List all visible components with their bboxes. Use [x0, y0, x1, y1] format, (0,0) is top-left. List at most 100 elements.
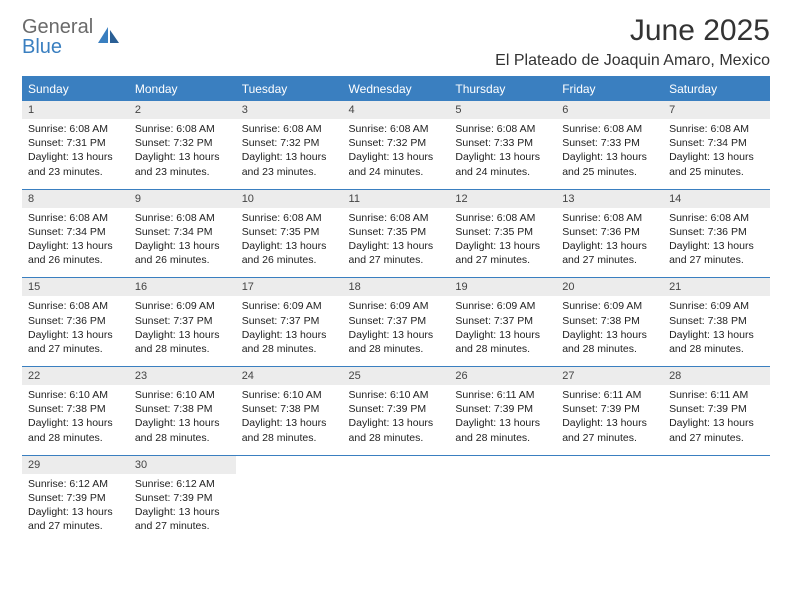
- day-number-cell: 19: [449, 278, 556, 297]
- calendar-body: 1234567Sunrise: 6:08 AMSunset: 7:31 PMDa…: [22, 101, 770, 544]
- logo-text-block: General Blue: [22, 18, 93, 58]
- day-number-cell: [343, 455, 450, 474]
- info-row: Sunrise: 6:08 AMSunset: 7:36 PMDaylight:…: [22, 296, 770, 366]
- day-info-cell: Sunrise: 6:08 AMSunset: 7:34 PMDaylight:…: [663, 119, 770, 189]
- day-info-cell: [343, 474, 450, 544]
- day-number-cell: 16: [129, 278, 236, 297]
- day-number-cell: 26: [449, 367, 556, 386]
- day-info-cell: Sunrise: 6:08 AMSunset: 7:31 PMDaylight:…: [22, 119, 129, 189]
- day-number-cell: 8: [22, 189, 129, 208]
- day-info-cell: Sunrise: 6:08 AMSunset: 7:32 PMDaylight:…: [129, 119, 236, 189]
- title-block: June 2025 El Plateado de Joaquin Amaro, …: [495, 14, 770, 70]
- weekday-header: Saturday: [663, 77, 770, 101]
- day-info-cell: Sunrise: 6:09 AMSunset: 7:37 PMDaylight:…: [343, 296, 450, 366]
- day-number-cell: 3: [236, 101, 343, 120]
- day-number-cell: 6: [556, 101, 663, 120]
- day-number-cell: 1: [22, 101, 129, 120]
- day-number-cell: 2: [129, 101, 236, 120]
- weekday-header-row: Sunday Monday Tuesday Wednesday Thursday…: [22, 77, 770, 101]
- day-number-cell: [236, 455, 343, 474]
- day-number-cell: 7: [663, 101, 770, 120]
- day-number-cell: 4: [343, 101, 450, 120]
- day-number-cell: 25: [343, 367, 450, 386]
- page-title: June 2025: [495, 14, 770, 48]
- day-info-cell: [556, 474, 663, 544]
- day-info-cell: Sunrise: 6:10 AMSunset: 7:38 PMDaylight:…: [236, 385, 343, 455]
- logo-text-general: General: [22, 16, 93, 38]
- day-number-cell: 9: [129, 189, 236, 208]
- day-info-cell: Sunrise: 6:09 AMSunset: 7:37 PMDaylight:…: [449, 296, 556, 366]
- day-number-cell: 17: [236, 278, 343, 297]
- day-info-cell: Sunrise: 6:08 AMSunset: 7:35 PMDaylight:…: [236, 208, 343, 278]
- weekday-header: Thursday: [449, 77, 556, 101]
- day-info-cell: Sunrise: 6:08 AMSunset: 7:33 PMDaylight:…: [449, 119, 556, 189]
- day-info-cell: Sunrise: 6:08 AMSunset: 7:36 PMDaylight:…: [556, 208, 663, 278]
- day-number-cell: 5: [449, 101, 556, 120]
- day-number-cell: [556, 455, 663, 474]
- day-number-cell: 30: [129, 455, 236, 474]
- day-number-cell: 28: [663, 367, 770, 386]
- day-info-cell: Sunrise: 6:08 AMSunset: 7:32 PMDaylight:…: [343, 119, 450, 189]
- day-number-cell: 12: [449, 189, 556, 208]
- day-info-cell: Sunrise: 6:12 AMSunset: 7:39 PMDaylight:…: [22, 474, 129, 544]
- page-header: General Blue June 2025 El Plateado de Jo…: [22, 14, 770, 70]
- day-info-cell: Sunrise: 6:08 AMSunset: 7:34 PMDaylight:…: [129, 208, 236, 278]
- day-info-cell: Sunrise: 6:09 AMSunset: 7:38 PMDaylight:…: [556, 296, 663, 366]
- logo: General Blue: [22, 14, 121, 58]
- day-info-cell: [449, 474, 556, 544]
- day-number-cell: 27: [556, 367, 663, 386]
- day-number-cell: 10: [236, 189, 343, 208]
- daynum-row: 22232425262728: [22, 367, 770, 386]
- day-number-cell: 24: [236, 367, 343, 386]
- day-info-cell: Sunrise: 6:08 AMSunset: 7:36 PMDaylight:…: [663, 208, 770, 278]
- day-number-cell: 13: [556, 189, 663, 208]
- day-info-cell: Sunrise: 6:12 AMSunset: 7:39 PMDaylight:…: [129, 474, 236, 544]
- daynum-row: 15161718192021: [22, 278, 770, 297]
- day-info-cell: Sunrise: 6:09 AMSunset: 7:37 PMDaylight:…: [236, 296, 343, 366]
- day-number-cell: 21: [663, 278, 770, 297]
- day-number-cell: 14: [663, 189, 770, 208]
- day-number-cell: 11: [343, 189, 450, 208]
- info-row: Sunrise: 6:08 AMSunset: 7:34 PMDaylight:…: [22, 208, 770, 278]
- day-info-cell: [236, 474, 343, 544]
- calendar-table: Sunday Monday Tuesday Wednesday Thursday…: [22, 76, 770, 543]
- weekday-header: Tuesday: [236, 77, 343, 101]
- day-info-cell: Sunrise: 6:09 AMSunset: 7:37 PMDaylight:…: [129, 296, 236, 366]
- day-number-cell: 29: [22, 455, 129, 474]
- logo-sail-icon: [97, 25, 121, 50]
- day-info-cell: Sunrise: 6:10 AMSunset: 7:38 PMDaylight:…: [129, 385, 236, 455]
- daynum-row: 2930: [22, 455, 770, 474]
- logo-text-blue: Blue: [22, 36, 62, 58]
- day-info-cell: Sunrise: 6:08 AMSunset: 7:33 PMDaylight:…: [556, 119, 663, 189]
- day-number-cell: 20: [556, 278, 663, 297]
- day-number-cell: [663, 455, 770, 474]
- day-info-cell: Sunrise: 6:10 AMSunset: 7:38 PMDaylight:…: [22, 385, 129, 455]
- day-info-cell: Sunrise: 6:11 AMSunset: 7:39 PMDaylight:…: [556, 385, 663, 455]
- day-number-cell: 23: [129, 367, 236, 386]
- day-number-cell: 15: [22, 278, 129, 297]
- calendar-page: General Blue June 2025 El Plateado de Jo…: [0, 0, 792, 557]
- day-info-cell: Sunrise: 6:08 AMSunset: 7:34 PMDaylight:…: [22, 208, 129, 278]
- day-number-cell: 22: [22, 367, 129, 386]
- day-info-cell: Sunrise: 6:08 AMSunset: 7:35 PMDaylight:…: [343, 208, 450, 278]
- weekday-header: Friday: [556, 77, 663, 101]
- daynum-row: 891011121314: [22, 189, 770, 208]
- weekday-header: Sunday: [22, 77, 129, 101]
- day-info-cell: Sunrise: 6:11 AMSunset: 7:39 PMDaylight:…: [449, 385, 556, 455]
- day-info-cell: [663, 474, 770, 544]
- day-number-cell: [449, 455, 556, 474]
- day-info-cell: Sunrise: 6:08 AMSunset: 7:35 PMDaylight:…: [449, 208, 556, 278]
- page-subtitle: El Plateado de Joaquin Amaro, Mexico: [495, 52, 770, 70]
- day-info-cell: Sunrise: 6:11 AMSunset: 7:39 PMDaylight:…: [663, 385, 770, 455]
- weekday-header: Wednesday: [343, 77, 450, 101]
- weekday-header: Monday: [129, 77, 236, 101]
- day-info-cell: Sunrise: 6:08 AMSunset: 7:36 PMDaylight:…: [22, 296, 129, 366]
- day-info-cell: Sunrise: 6:08 AMSunset: 7:32 PMDaylight:…: [236, 119, 343, 189]
- daynum-row: 1234567: [22, 101, 770, 120]
- info-row: Sunrise: 6:10 AMSunset: 7:38 PMDaylight:…: [22, 385, 770, 455]
- info-row: Sunrise: 6:08 AMSunset: 7:31 PMDaylight:…: [22, 119, 770, 189]
- info-row: Sunrise: 6:12 AMSunset: 7:39 PMDaylight:…: [22, 474, 770, 544]
- day-info-cell: Sunrise: 6:10 AMSunset: 7:39 PMDaylight:…: [343, 385, 450, 455]
- day-number-cell: 18: [343, 278, 450, 297]
- day-info-cell: Sunrise: 6:09 AMSunset: 7:38 PMDaylight:…: [663, 296, 770, 366]
